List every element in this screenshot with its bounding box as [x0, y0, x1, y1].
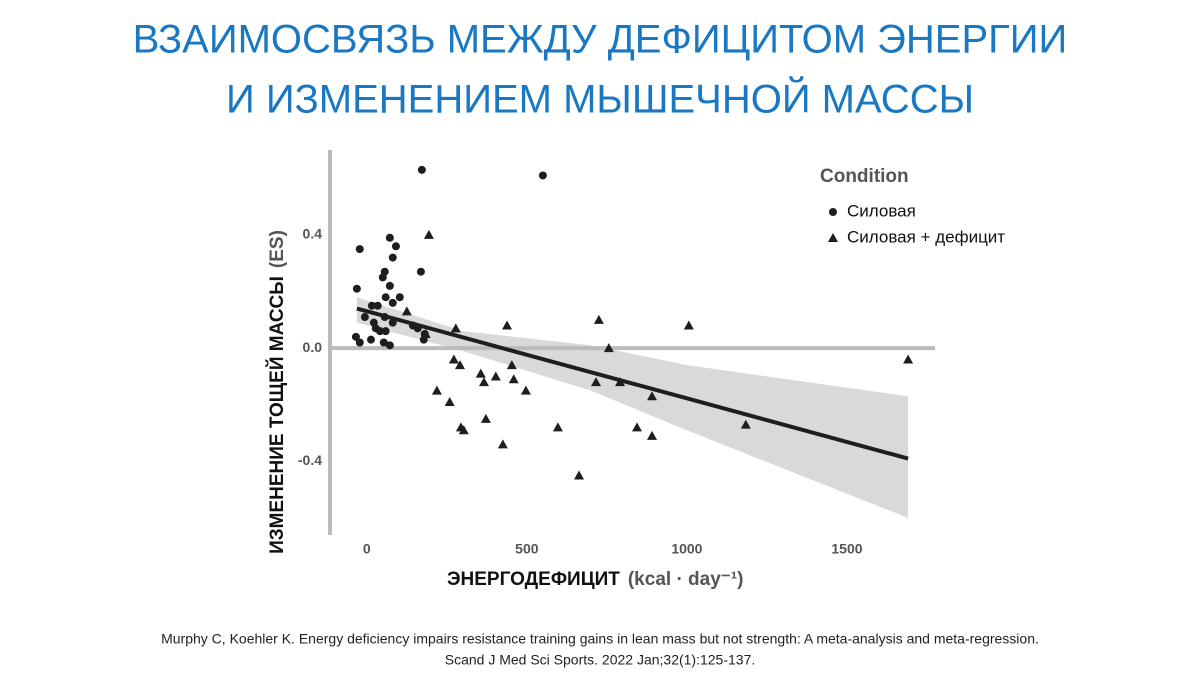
- point: [385, 281, 394, 290]
- x-tick-label: 1500: [831, 541, 862, 557]
- point: [450, 323, 461, 333]
- confidence-band: [356, 297, 909, 519]
- point: [647, 391, 658, 401]
- x-tick-label: 500: [515, 541, 539, 557]
- point: [538, 171, 547, 180]
- chart-title: И ИЗМЕНЕНИЕМ МЫШЕЧНОЙ МАССЫ: [226, 76, 974, 122]
- point: [683, 320, 694, 330]
- point: [352, 284, 361, 293]
- point: [508, 374, 519, 384]
- point: [381, 327, 390, 336]
- point: [502, 320, 513, 330]
- point: [420, 329, 431, 339]
- point: [417, 165, 426, 174]
- point: [603, 343, 614, 353]
- point: [591, 377, 602, 387]
- point: [375, 327, 384, 336]
- x-tick-label: 1000: [671, 541, 702, 557]
- citation: Murphy C, Koehler K. Energy deficiency i…: [161, 631, 1039, 647]
- point: [903, 354, 914, 364]
- point: [431, 385, 442, 395]
- point: [647, 430, 658, 440]
- point: [423, 229, 434, 239]
- point: [506, 360, 517, 370]
- y-axis-unit: (ES): [267, 230, 288, 268]
- legend-label: Силовая: [847, 201, 916, 220]
- point: [574, 470, 585, 480]
- point: [378, 273, 387, 282]
- point: [444, 396, 455, 406]
- point: [631, 422, 642, 432]
- x-axis-title: ЭНЕРГОДЕФИЦИТ (kcal · day⁻¹): [447, 569, 743, 590]
- point: [458, 425, 469, 435]
- chart-title: ВЗАИМОСВЯЗЬ МЕЖДУ ДЕФИЦИТОМ ЭНЕРГИИ: [133, 18, 1068, 62]
- point: [367, 301, 376, 310]
- x-tick-label: 0: [363, 541, 371, 557]
- point: [475, 368, 486, 378]
- y-axis-label: ИЗМЕНЕНИЕ ТОЩЕЙ МАССЫ: [266, 276, 288, 554]
- point: [395, 293, 404, 302]
- point: [351, 332, 360, 341]
- x-axis-label: ЭНЕРГОДЕФИЦИТ: [447, 569, 620, 590]
- point: [593, 314, 604, 324]
- point: [355, 245, 364, 254]
- point: [520, 385, 531, 395]
- point: [740, 419, 751, 429]
- point: [454, 360, 465, 370]
- legend-marker: [829, 208, 837, 216]
- legend-label: Силовая + дефицит: [847, 227, 1005, 246]
- y-tick-label: 0.0: [303, 339, 323, 355]
- y-axis-title: ИЗМЕНЕНИЕ ТОЩЕЙ МАССЫ (ES): [266, 230, 288, 554]
- regression-line: [356, 306, 909, 461]
- point: [379, 338, 388, 347]
- y-tick-label: 0.4: [303, 226, 323, 242]
- point: [373, 301, 382, 310]
- point: [552, 422, 563, 432]
- y-tick-label: -0.4: [298, 452, 322, 468]
- point: [490, 371, 501, 381]
- point: [448, 354, 459, 364]
- point: [355, 338, 364, 347]
- point: [385, 233, 394, 242]
- legend-marker: [828, 233, 838, 242]
- point: [391, 242, 400, 251]
- point: [401, 306, 412, 316]
- legend-title: Condition: [820, 166, 909, 187]
- point: [366, 335, 375, 344]
- point: [381, 293, 390, 302]
- x-axis-unit: (kcal · day⁻¹): [628, 569, 744, 590]
- point: [497, 439, 508, 449]
- point: [385, 341, 394, 350]
- point: [478, 377, 489, 387]
- point: [480, 413, 491, 423]
- point: [416, 267, 425, 276]
- citation: Scand J Med Sci Sports. 2022 Jan;32(1):1…: [445, 652, 756, 668]
- point: [388, 253, 397, 262]
- point: [388, 298, 397, 307]
- point: [360, 313, 369, 322]
